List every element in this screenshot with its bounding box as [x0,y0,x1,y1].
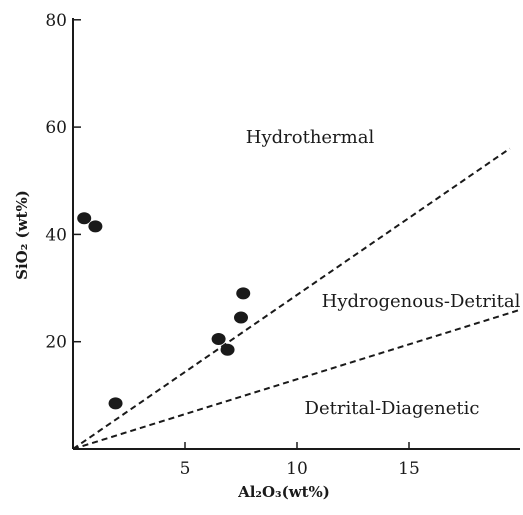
boundary-line-2 [72,308,522,450]
boundary-line-1 [72,147,511,450]
y-tick-label: 80 [45,11,67,31]
y-tick-label: 40 [45,225,67,245]
data-point [108,397,123,410]
x-tick-label: 10 [286,459,308,479]
x-axis-label: Al₂O₃(wt%) [237,483,330,501]
axes [72,18,520,450]
data-point [77,212,92,225]
data-point [88,220,103,233]
data-point [220,343,235,356]
region-label-detrital-diagenetic: Detrital-Diagenetic [305,398,480,419]
y-tick-label: 60 [45,118,67,138]
x-tick-label: 5 [180,459,191,479]
data-points [77,212,251,410]
data-point [234,311,248,324]
axis-ticks: 20 40 60 80 5 10 15 [45,11,419,479]
boundary-lines [72,147,522,450]
data-point [236,287,251,300]
y-axis-label: SiO₂ (wt%) [13,190,31,280]
region-label-hydrogenous-detrital: Hydrogenous-Detrital [322,291,521,312]
y-tick-label: 20 [45,333,67,353]
region-label-hydrothermal: Hydrothermal [246,127,375,148]
x-tick-label: 15 [398,459,420,479]
data-point [211,333,226,346]
